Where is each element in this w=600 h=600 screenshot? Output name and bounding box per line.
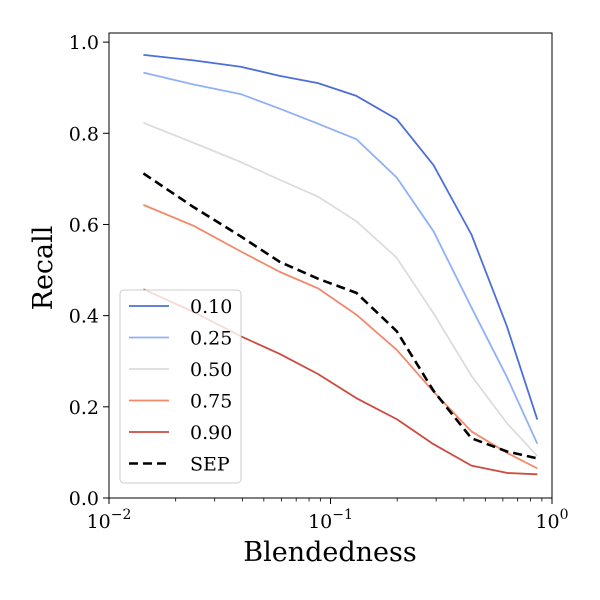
legend-label: 0.10	[190, 296, 232, 318]
series-line-0-10	[143, 53, 539, 420]
legend-label: 0.75	[190, 391, 232, 413]
legend-label: 0.50	[190, 359, 232, 381]
legend: 0.10 0.25 0.50 0.75 0.90 SEP	[119, 289, 242, 484]
y-tick-label: 1.0	[69, 32, 99, 54]
series-line-0-50	[143, 121, 538, 457]
series-line-sep	[142, 172, 538, 460]
y-axis-label: Recall	[28, 226, 59, 311]
legend-label: 0.25	[190, 328, 232, 350]
x-tick-label: 10−1	[308, 507, 353, 533]
y-tick-label: 0.2	[69, 397, 99, 419]
y-tick-label: 0.8	[69, 123, 99, 145]
y-tick-label: 0.6	[69, 214, 99, 236]
series-line-0-25	[143, 71, 539, 445]
x-tick-label: 100	[535, 507, 568, 533]
y-tick-label: 0.0	[69, 488, 99, 510]
series-line-0-75	[143, 204, 538, 470]
axes: 0.0 0.2 0.4 0.6 0.8 1.0 10−2 10−1 100	[69, 32, 569, 533]
y-tick-label: 0.4	[69, 306, 99, 328]
legend-label: 0.90	[190, 422, 232, 444]
x-axis-label: Blendedness	[243, 537, 416, 568]
legend-label: SEP	[190, 454, 230, 476]
x-tick-label: 10−2	[87, 507, 132, 533]
